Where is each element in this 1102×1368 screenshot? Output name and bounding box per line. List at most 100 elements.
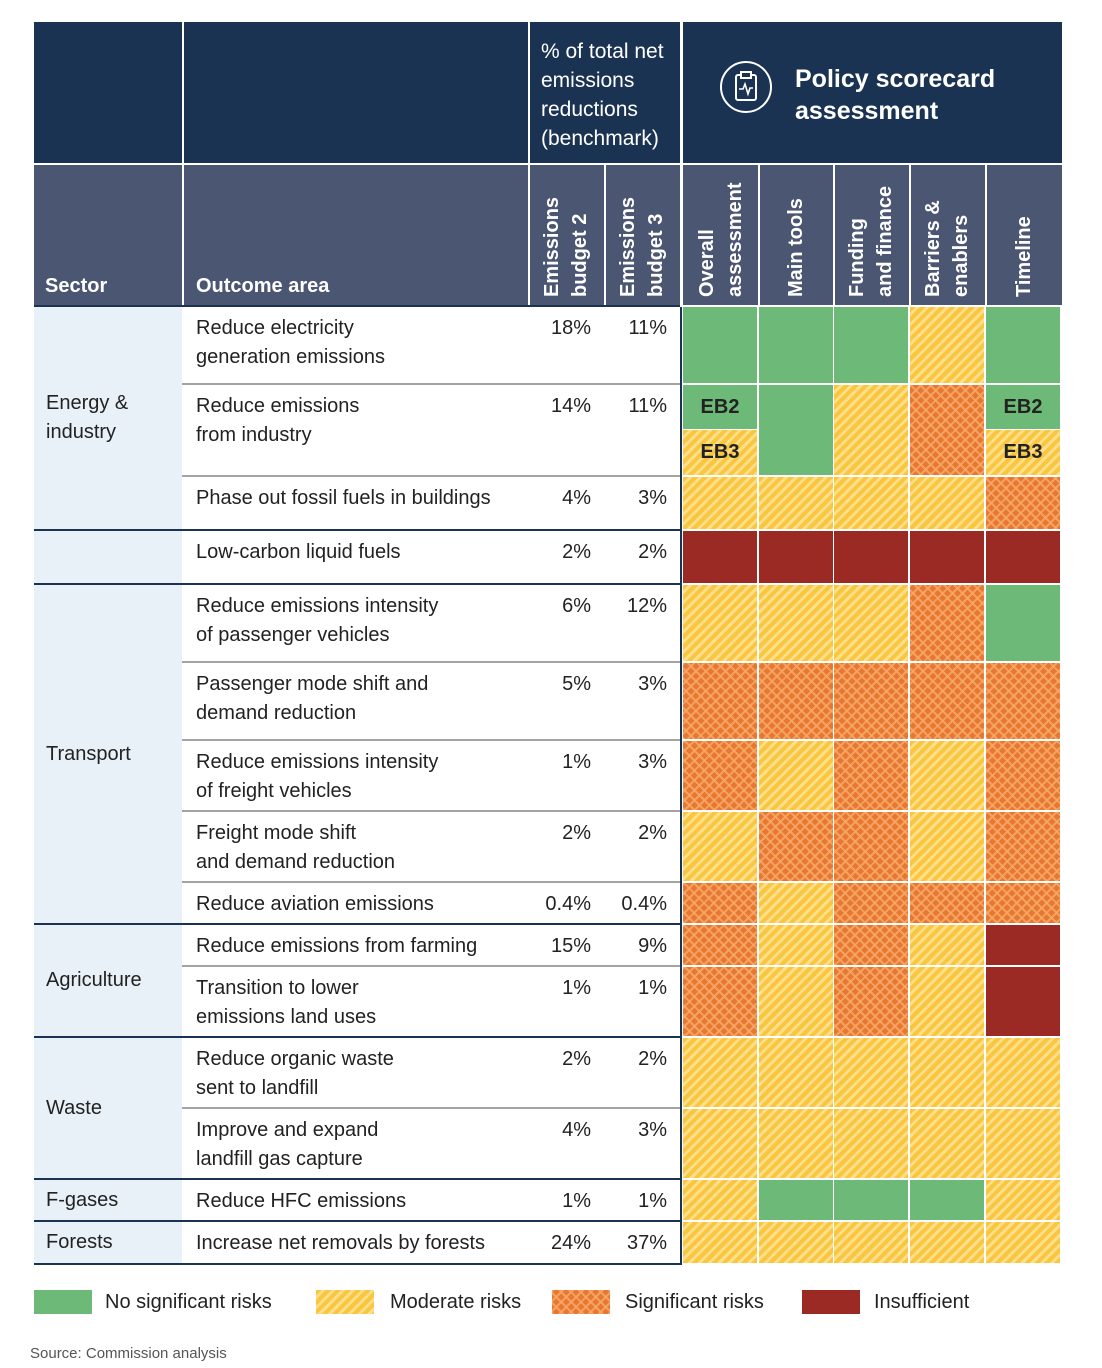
outcome: Freight mode shift (196, 822, 357, 844)
assessment-cell (910, 883, 984, 923)
outcome: Reduce emissions intensity (196, 751, 439, 773)
row-divider (182, 739, 680, 741)
column-heading: Main tools (784, 198, 807, 297)
assessment-cell (910, 663, 984, 739)
assessment-cell (683, 812, 757, 881)
eb3-value: 9% (638, 935, 667, 957)
sector-divider (34, 923, 680, 925)
column-heading: Outcome area (196, 275, 330, 297)
header-divider (909, 165, 911, 305)
header-divider (182, 165, 184, 305)
header-divider (985, 165, 987, 305)
column-heading: budget 3 (645, 213, 667, 297)
assessment-cell (683, 531, 757, 583)
column-heading: Funding (846, 218, 868, 297)
legend-swatch (316, 1290, 374, 1314)
sector-name: Agriculture (46, 969, 142, 991)
row-divider (182, 965, 680, 967)
header-divider (680, 165, 683, 305)
eb2-value: 1% (562, 1190, 591, 1212)
period-label: EB2 (1003, 396, 1043, 418)
assessment-cell (759, 385, 833, 475)
sector-cell (34, 1038, 182, 1178)
eb3-value: 11% (628, 395, 667, 417)
assessment-cell (986, 385, 1060, 429)
outcome: sent to landfill (196, 1077, 319, 1099)
assessment-cell (834, 531, 908, 583)
assessment-cell (834, 307, 908, 383)
assessment-cell (834, 477, 908, 529)
column-heading: Emissions (541, 196, 563, 297)
column-heading: assessment (723, 182, 746, 297)
assessment-cell (759, 1222, 833, 1263)
assessment-cell (683, 1222, 757, 1263)
assessment-cell (683, 385, 757, 429)
assessment-cell (683, 477, 757, 529)
legend-swatch (552, 1290, 610, 1314)
sector-name: Forests (46, 1231, 113, 1253)
source: Source: Commission analysis (30, 1345, 227, 1362)
header-divider (604, 165, 606, 305)
eb2-value: 2% (562, 1048, 591, 1070)
outcome: Reduce aviation emissions (196, 893, 434, 915)
assessment-cell (910, 307, 984, 383)
outcome: demand reduction (196, 702, 357, 724)
assessment-cell (683, 1038, 757, 1107)
eb3-value: 1% (638, 1190, 667, 1212)
assessment-cell (834, 663, 908, 739)
eb2-value: 4% (562, 1119, 591, 1141)
sector-cell (34, 585, 182, 923)
row-divider (182, 383, 680, 385)
assessment-cell (683, 967, 757, 1036)
eb3-value: 3% (638, 1119, 667, 1141)
eb3-value: 1% (638, 977, 667, 999)
outcome: Reduce emissions (196, 395, 360, 417)
assessment-cell (683, 307, 757, 383)
eb2-value: 5% (562, 673, 591, 695)
outcome: Phase out fossil fuels in buildings (196, 487, 491, 509)
outcome: of freight vehicles (196, 780, 352, 802)
outcome: from industry (196, 424, 312, 446)
assessment-cell (683, 925, 757, 965)
legend-label: No significant risks (105, 1291, 272, 1313)
period-label: EB3 (1003, 441, 1043, 463)
outcome: landfill gas capture (196, 1148, 363, 1170)
eb2-value: 18% (550, 317, 591, 339)
eb3-value: 2% (638, 1048, 667, 1070)
eb3-value: 37% (626, 1232, 667, 1254)
period-label: EB3 (700, 441, 740, 463)
column-heading: and finance (874, 185, 896, 297)
outcome: Increase net removals by forests (196, 1232, 486, 1254)
eb2-value: 2% (562, 541, 591, 563)
eb3-value: 3% (638, 673, 667, 695)
assessment-cell (759, 663, 833, 739)
header-divider (528, 165, 530, 305)
sector-name: industry (46, 421, 117, 443)
table-bottom (34, 1263, 680, 1265)
benchmark-heading: reductions (541, 98, 638, 121)
eb2-value: 0.4% (545, 893, 591, 915)
header-divider (528, 22, 530, 163)
assessment-cell (910, 1038, 984, 1107)
row-divider (182, 1107, 680, 1109)
assessment-cell (986, 741, 1060, 810)
column-heading: enablers (950, 214, 972, 297)
assessment-cell (683, 741, 757, 810)
assessment-cell (834, 1038, 908, 1107)
assessment-cell (910, 925, 984, 965)
column-heading: Barriers & (922, 200, 944, 297)
assessment-cell (986, 663, 1060, 739)
assessment-cell (834, 812, 908, 881)
header-band (34, 22, 1062, 163)
outcome: emissions land uses (196, 1006, 377, 1028)
row-divider (182, 475, 680, 477)
assessment-cell (986, 1109, 1060, 1178)
eb3-value: 2% (638, 541, 667, 563)
row-divider (182, 881, 680, 883)
assessment-cell (759, 531, 833, 583)
assessment-cell (986, 1038, 1060, 1107)
assessment-cell (986, 585, 1060, 661)
assessment-cell (759, 741, 833, 810)
assessment-cell (759, 812, 833, 881)
eb2-value: 2% (562, 822, 591, 844)
